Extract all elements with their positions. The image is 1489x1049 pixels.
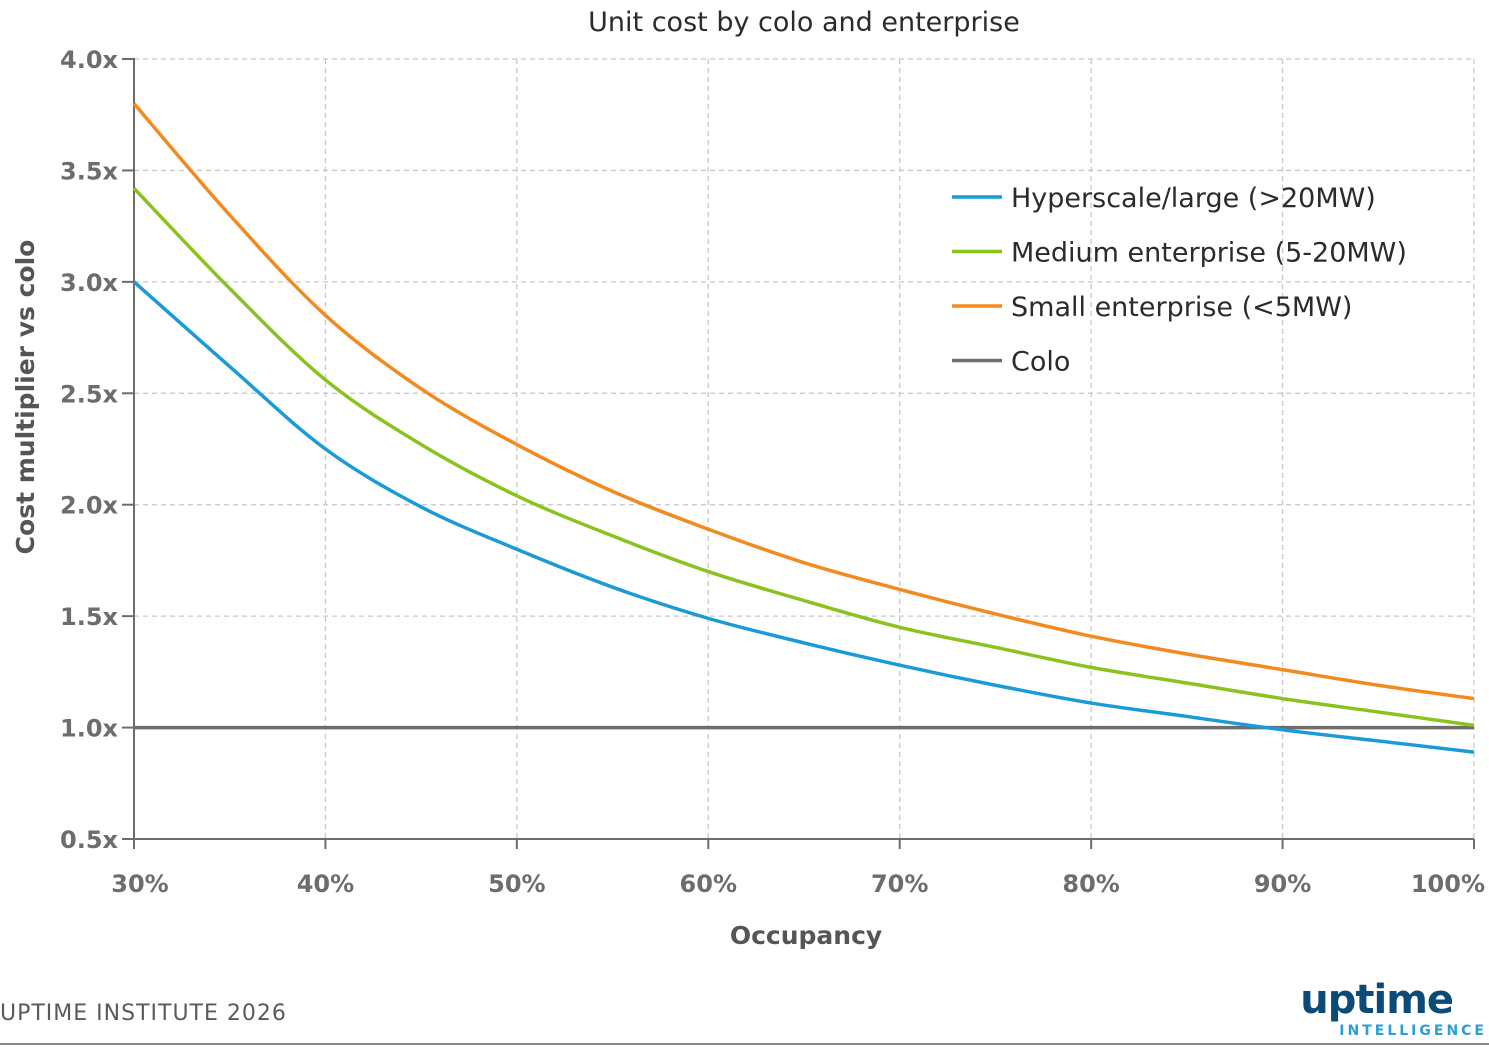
x-tick-label: 90% — [1254, 870, 1311, 898]
uptime-intelligence-logo: uptime INTELLIGENCE — [1300, 978, 1487, 1040]
y-tick-label: 3.0x — [60, 269, 119, 297]
x-tick-label: 100% — [1411, 870, 1485, 898]
series-line-hyperscale-large-20mw — [132, 280, 1475, 754]
logo-subtitle: INTELLIGENCE — [1339, 1023, 1487, 1039]
logo-wordmark: uptime — [1300, 977, 1454, 1023]
x-tick-label: 70% — [871, 870, 928, 898]
chart-title: Unit cost by colo and enterprise — [588, 7, 1020, 38]
x-axis-title: Occupancy — [730, 921, 882, 950]
y-tick-label: 1.0x — [60, 715, 119, 743]
legend: Hyperscale/large (>20MW) Medium enterpris… — [952, 183, 1407, 378]
axes — [133, 58, 1474, 840]
series-line-medium-enterprise-5-20mw — [132, 187, 1475, 728]
legend-label-small-enterprise-5mw: Small enterprise (<5MW) — [1011, 292, 1352, 323]
y-tick-label: 3.5x — [60, 157, 119, 185]
source-credit: UPTIME INSTITUTE 2026 — [0, 1001, 287, 1026]
y-axis-ticks: 0.5x 1.0x 1.5x 2.0x 2.5x 3.0x 3.5x 4.0x — [60, 46, 134, 854]
x-tick-label: 80% — [1062, 870, 1119, 898]
series-line-small-enterprise-5mw — [132, 102, 1475, 701]
y-tick-label: 4.0x — [60, 46, 119, 74]
series-lines — [132, 102, 1475, 754]
y-tick-label: 2.0x — [60, 492, 119, 520]
x-tick-label: 60% — [680, 870, 737, 898]
y-tick-label: 1.5x — [60, 603, 119, 631]
legend-label-hyperscale-large-20mw: Hyperscale/large (>20MW) — [1011, 183, 1376, 214]
y-tick-label: 0.5x — [60, 826, 119, 854]
x-tick-label: 30% — [111, 870, 168, 898]
x-tick-label: 50% — [488, 870, 545, 898]
grid — [134, 58, 1475, 839]
y-tick-label: 2.5x — [60, 380, 119, 408]
x-tick-label: 40% — [297, 870, 354, 898]
y-axis-title: Cost multiplier vs colo — [11, 240, 40, 555]
footer-divider — [0, 1043, 1489, 1045]
x-axis-ticks: 30% 40% 50% 60% 70% 80% 90% 100% — [111, 839, 1485, 898]
legend-label-medium-enterprise-5-20mw: Medium enterprise (5-20MW) — [1011, 238, 1407, 269]
legend-label-colo: Colo — [1011, 347, 1070, 378]
